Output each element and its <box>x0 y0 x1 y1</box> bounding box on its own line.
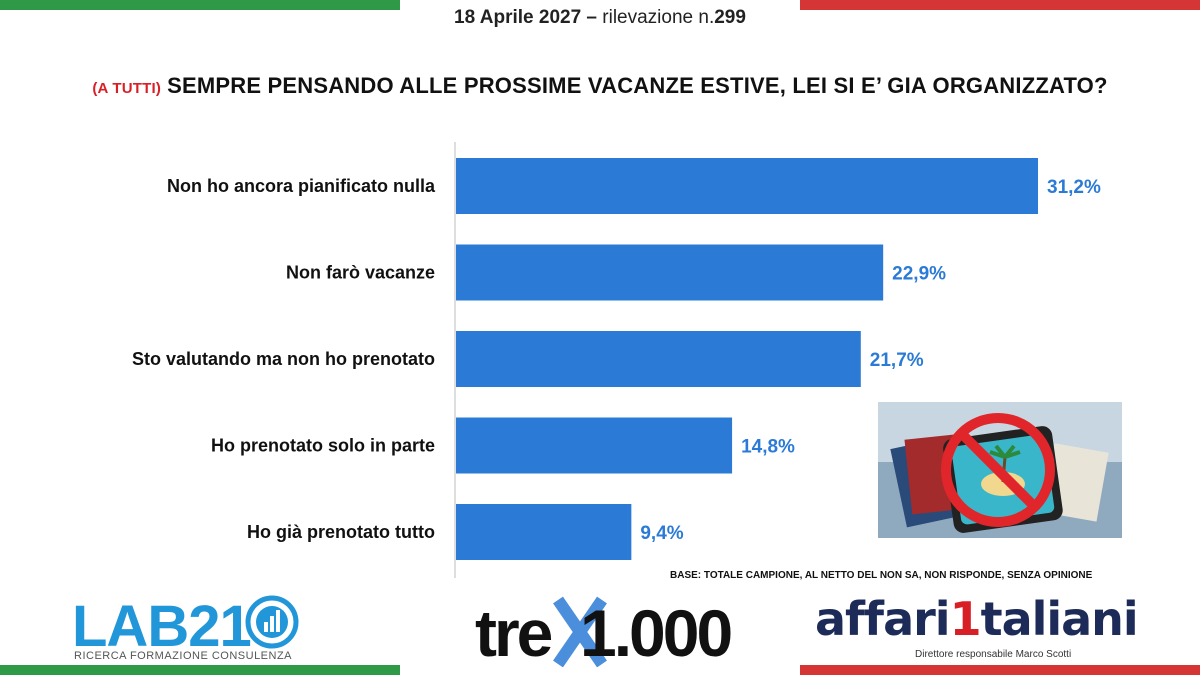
affari-logo-post: taliani <box>980 592 1139 646</box>
category-label-1: Non farò vacanze <box>286 263 435 283</box>
bar-4 <box>456 504 632 560</box>
chart-footnote: BASE: TOTALE CAMPIONE, AL NETTO DEL NON … <box>670 570 1093 581</box>
date-dash: – <box>581 7 603 28</box>
survey-label: rilevazione n. <box>602 7 715 28</box>
affari-tagline: Direttore responsabile Marco Scotti <box>915 649 1072 660</box>
flag-stripe-green-bottom <box>0 665 400 675</box>
lab21-logo: LAB21 <box>72 594 299 659</box>
bar-1 <box>456 244 884 301</box>
value-label-3: 14,8% <box>741 437 795 458</box>
affari-logo-one: 1 <box>949 592 982 646</box>
category-label-3: Ho prenotato solo in parte <box>211 436 435 456</box>
affari-logo-pre: affari <box>815 592 951 646</box>
question-title: (A TUTTI) SEMPRE PENSANDO ALLE PROSSIME V… <box>0 73 1200 99</box>
category-label-0: Non ho ancora pianificato nulla <box>167 176 436 196</box>
trex-logo-post: 1.000 <box>580 596 730 667</box>
value-label-2: 21,7% <box>870 350 924 371</box>
affaritaliani-logo: affari1taliani <box>815 592 1139 646</box>
flag-stripe-green-top <box>0 0 400 10</box>
trex-logo-pre: tre <box>475 596 552 667</box>
flag-stripe-red-top <box>800 0 1200 10</box>
question-tag: (A TUTTI) <box>92 80 162 97</box>
lab21-logo-text: LAB21 <box>72 594 251 659</box>
bar-2 <box>456 331 861 387</box>
flag-stripe-red-bottom <box>800 665 1200 675</box>
value-label-0: 31,2% <box>1047 177 1101 198</box>
value-label-4: 9,4% <box>640 523 683 544</box>
lab21-tagline: RICERCA FORMAZIONE CONSULENZA <box>74 650 293 662</box>
trex1000-logo: tre 1.000 <box>475 596 733 667</box>
vacation-cancelled-image <box>878 402 1122 538</box>
value-label-1: 22,9% <box>892 264 946 285</box>
category-label-2: Sto valutando ma non ho prenotato <box>132 349 435 369</box>
survey-date-line: 18 Aprile 2027 – rilevazione n.299 <box>0 7 1200 29</box>
bar-0 <box>456 158 1039 214</box>
question-text: SEMPRE PENSANDO ALLE PROSSIME VACANZE ES… <box>167 73 1108 98</box>
survey-number: 299 <box>714 7 746 28</box>
bar-chart: Non ho ancora pianificato nulla 31,2% Non … <box>132 142 1101 578</box>
category-label-4: Ho già prenotato tutto <box>247 522 435 542</box>
survey-date: 18 Aprile 2027 <box>454 7 582 28</box>
bar-3 <box>456 417 733 474</box>
